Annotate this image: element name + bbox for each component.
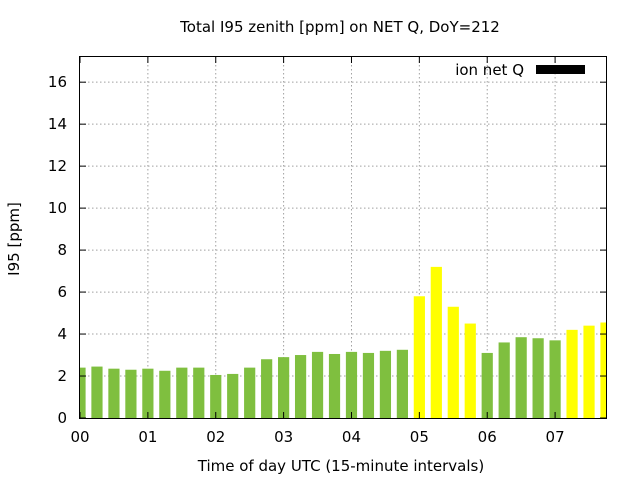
bar <box>108 368 120 418</box>
bar <box>142 368 154 418</box>
bar <box>566 329 578 418</box>
y-tick-label: 14 <box>48 115 67 133</box>
y-axis-label: I95 [ppm] <box>5 202 23 276</box>
bar <box>176 367 188 418</box>
x-axis-label: Time of day UTC (15-minute intervals) <box>197 457 484 475</box>
x-tick-label: 02 <box>206 428 225 446</box>
bar <box>159 370 171 418</box>
bars <box>80 266 606 418</box>
bar <box>413 296 425 418</box>
y-tick-label: 2 <box>57 367 67 385</box>
bar <box>549 340 561 418</box>
bar <box>345 351 358 418</box>
bar <box>210 374 222 418</box>
bar <box>430 266 442 418</box>
bar <box>328 353 341 418</box>
y-tick-label: 16 <box>48 73 67 91</box>
bar <box>278 357 290 418</box>
bar <box>227 373 239 418</box>
bar <box>261 359 273 418</box>
bar <box>311 351 324 418</box>
legend: ion net Q <box>455 61 585 79</box>
x-tick-label: 05 <box>410 428 429 446</box>
bar <box>464 323 476 418</box>
bar <box>379 350 392 418</box>
y-tick-label: 8 <box>57 241 67 259</box>
x-tick-label: 07 <box>546 428 565 446</box>
x-tick-label: 06 <box>478 428 497 446</box>
y-tick-label: 6 <box>57 283 67 301</box>
legend-label: ion net Q <box>455 61 524 79</box>
x-tick-label: 03 <box>274 428 293 446</box>
chart-title: Total I95 zenith [ppm] on NET Q, DoY=212 <box>179 18 500 36</box>
bar <box>498 342 510 418</box>
bar <box>515 337 527 418</box>
x-tick-label: 01 <box>138 428 157 446</box>
x-tick-label: 04 <box>342 428 361 446</box>
bar <box>532 338 544 418</box>
y-tick-label: 0 <box>57 409 67 427</box>
bar <box>481 352 493 418</box>
bar <box>396 349 408 418</box>
bar <box>244 367 256 418</box>
bar <box>600 322 606 418</box>
bar <box>294 355 307 418</box>
bar <box>583 325 595 418</box>
y-tick-label: 10 <box>48 199 67 217</box>
x-tick-label: 00 <box>70 428 89 446</box>
y-tick-label: 12 <box>48 157 67 175</box>
plot-frame <box>79 56 607 419</box>
bar <box>80 367 86 418</box>
bar <box>125 369 137 418</box>
bar <box>91 366 103 418</box>
bar <box>193 367 205 418</box>
legend-swatch <box>536 65 585 74</box>
grid <box>80 57 606 418</box>
bar <box>447 306 459 418</box>
bar <box>362 352 375 418</box>
y-tick-label: 4 <box>57 325 67 343</box>
